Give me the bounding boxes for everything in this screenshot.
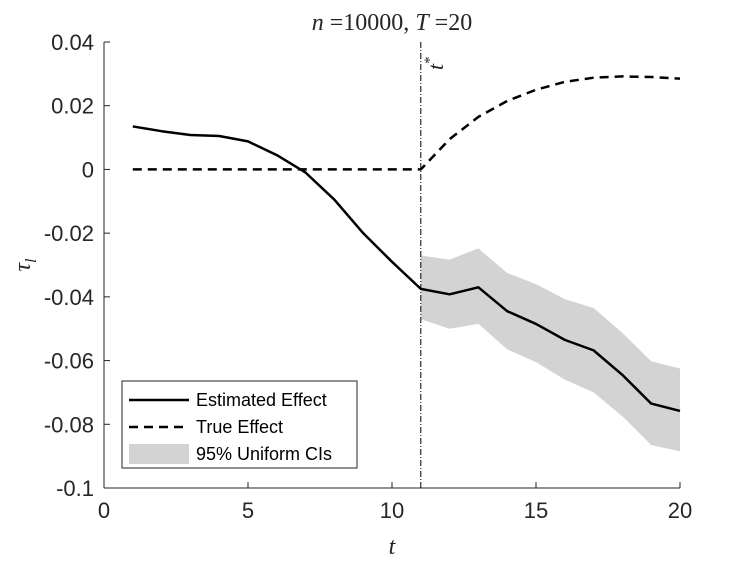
x-tick-label: 0 xyxy=(98,498,110,523)
legend-label: Estimated Effect xyxy=(196,390,327,410)
y-tick-label: -0.08 xyxy=(44,412,94,437)
true-effect-line xyxy=(132,75,681,171)
treatment-time-superscript: * xyxy=(422,56,438,64)
y-tick-label: -0.06 xyxy=(44,349,94,374)
y-axis-label: τl xyxy=(10,258,40,272)
y-tick-label: 0.02 xyxy=(51,94,94,119)
y-tick-label: -0.1 xyxy=(56,476,94,501)
y-axis-label-subscript: l xyxy=(23,258,40,263)
title-t-symbol: T xyxy=(415,10,430,36)
treatment-time-symbol: t xyxy=(423,63,448,70)
x-tick-label: 20 xyxy=(668,498,692,523)
treatment-time-label: t* xyxy=(422,56,448,70)
x-tick-label: 5 xyxy=(242,498,254,523)
legend-label: 95% Uniform CIs xyxy=(196,444,332,464)
y-tick-label: -0.04 xyxy=(44,285,94,310)
title-t-value: =20 xyxy=(429,10,473,36)
chart-title: n =10000, T =20 xyxy=(312,10,472,36)
confidence-band xyxy=(420,248,680,452)
x-axis-label: t xyxy=(389,534,397,560)
title-n-symbol: n xyxy=(312,10,324,36)
legend-swatch-band xyxy=(129,444,189,464)
x-tick-label: 10 xyxy=(380,498,404,523)
plot-area: 0.040.020-0.02-0.04-0.06-0.08-0.10 5 10 15 2… xyxy=(44,30,692,523)
y-axis-label-symbol: τ xyxy=(10,262,36,272)
title-n-value: =10000, xyxy=(324,10,416,36)
y-tick-label: 0 xyxy=(82,157,94,182)
x-tick-label: 15 xyxy=(524,498,548,523)
y-tick-label: -0.02 xyxy=(44,221,94,246)
estimated-effect-line xyxy=(132,125,681,413)
y-tick-label: 0.04 xyxy=(51,30,94,55)
legend-label: True Effect xyxy=(196,417,283,437)
